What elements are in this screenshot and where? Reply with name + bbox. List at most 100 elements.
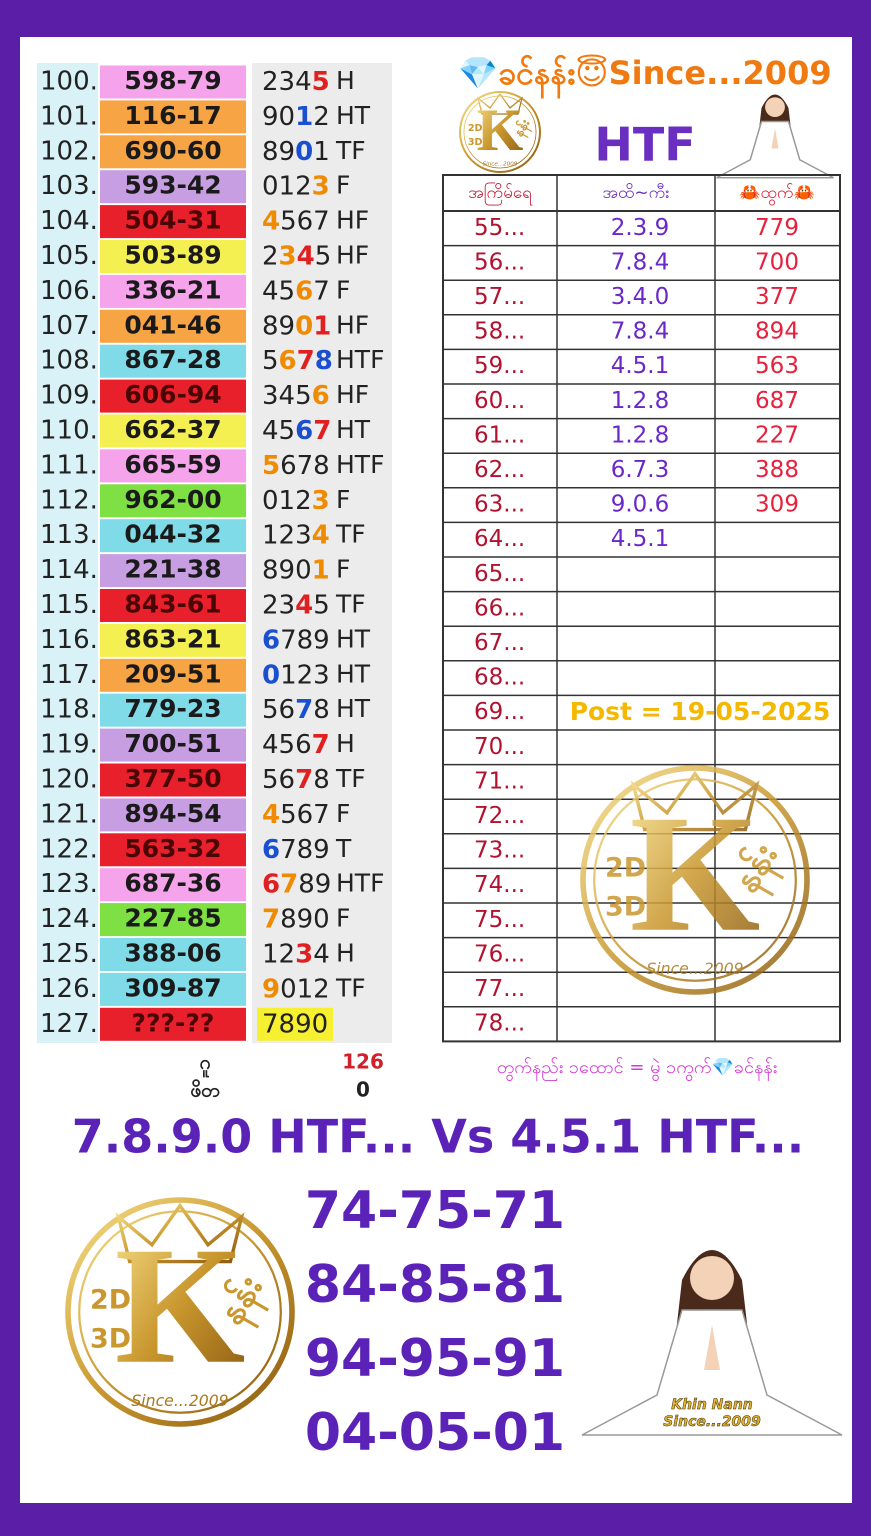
digit-group: 6 (262, 869, 280, 899)
row-index: 113. (40, 520, 98, 550)
table-cell: 1.2.8 (611, 388, 670, 414)
row-number: 388-06 (124, 939, 221, 968)
row-number: 041-46 (124, 310, 221, 339)
digit-group: 9 (262, 974, 280, 1004)
row-number: 779-23 (124, 694, 221, 723)
row-digits: 0123 (262, 171, 330, 201)
number-cell (100, 1007, 246, 1041)
table-cell: 62... (474, 457, 525, 483)
digit-group: 3 (295, 939, 313, 969)
row-index: 120. (40, 765, 98, 795)
digit-group: 56 (262, 765, 295, 795)
logo-letter: K (630, 781, 761, 967)
digit-group: 890 (280, 904, 330, 934)
number-cell (100, 763, 246, 797)
row-type: TF (335, 764, 366, 793)
row-digits: 8901 (262, 555, 330, 585)
digit-group: 1 (313, 136, 330, 166)
row-index: 101. (40, 101, 98, 131)
digit-group: 7 (295, 765, 313, 795)
row-type: H (336, 939, 355, 968)
table-cell: 377 (755, 284, 799, 310)
row-index: 123. (40, 869, 98, 899)
row-type: HF (336, 380, 369, 409)
number-cell (100, 240, 246, 273)
number-cell (100, 309, 246, 343)
row-index: 115. (40, 590, 98, 620)
row-type: TF (335, 520, 366, 549)
row-type: F (336, 799, 350, 828)
logo-ring (580, 765, 810, 995)
row-number: 962-00 (124, 485, 221, 514)
table-cell: 63... (474, 492, 525, 518)
digit-group: 5 (313, 590, 330, 620)
digit-group: 0 (295, 311, 313, 341)
row-index: 124. (40, 904, 98, 934)
figure (716, 94, 834, 179)
number-cell (100, 903, 246, 937)
row-type: HT (336, 659, 371, 688)
row-type: HT (336, 624, 371, 653)
digit-group: 567 (280, 799, 330, 829)
table-cell: 388 (755, 457, 799, 483)
summary-label: ဖိတ (190, 1078, 220, 1102)
table-cell: 78... (474, 1011, 525, 1037)
row-number: 377-50 (124, 764, 221, 793)
number-cell (100, 170, 246, 204)
number-cell (100, 519, 246, 553)
row-type: TF (335, 973, 366, 1002)
number-cell (100, 798, 246, 832)
digit-group: 7 (313, 276, 330, 306)
table-cell: 76... (474, 941, 525, 967)
prediction: 94-95-91 (305, 1329, 565, 1389)
row-number: 606-94 (124, 380, 221, 409)
row-index: 114. (40, 555, 98, 585)
digit-group: 3 (279, 241, 297, 271)
figure-head (690, 1256, 734, 1300)
digit-group: 4 (262, 206, 280, 236)
row-index: 102. (40, 136, 98, 166)
number-cell (100, 938, 246, 971)
number-cell (100, 135, 246, 169)
logo-3d: 3D (605, 892, 646, 923)
table-cell: 67... (474, 630, 525, 656)
digit-group: 90 (262, 101, 295, 131)
number-cell (100, 449, 246, 483)
digit-group: 123 (262, 520, 312, 550)
number-cell (100, 868, 246, 902)
digit-group: 8 (313, 695, 330, 725)
summary-label: ဂူ (200, 1052, 211, 1079)
table-cell: 779 (755, 215, 799, 241)
row-number: 593-42 (124, 171, 221, 200)
row-number: 863-21 (124, 624, 221, 653)
row-type: HF (336, 206, 369, 235)
digits-cell (257, 1007, 333, 1041)
logo-crown (630, 770, 760, 832)
table-cell: 7.8.4 (611, 319, 670, 345)
table-header: 🦀ထွက်🦀 (739, 183, 814, 206)
row-number: 563-32 (124, 834, 221, 863)
row-digits: 6789 (262, 625, 330, 655)
index-column (37, 63, 98, 1043)
logo-2d: 2D (468, 123, 483, 134)
table-cell: 57... (474, 284, 525, 310)
row-index: 117. (40, 660, 98, 690)
logo-ring-inner (593, 778, 797, 982)
table-cell: 60... (474, 388, 525, 414)
table-cell: 66... (474, 595, 525, 621)
digit-group: 6 (312, 381, 330, 411)
row-number: 700-51 (124, 729, 221, 758)
logo-ring (459, 91, 541, 173)
row-type: HT (336, 101, 371, 130)
digit-group: 012 (262, 485, 312, 515)
digit-group: 89 (262, 311, 295, 341)
headline: 7.8.9.0 HTF... Vs 4.5.1 HTF... (72, 1110, 804, 1164)
row-digits: 4567 (262, 206, 330, 236)
row-number: 227-85 (124, 904, 221, 933)
table-cell: 6.7.3 (611, 457, 670, 483)
row-index: 112. (40, 485, 98, 515)
row-number: 504-31 (124, 206, 221, 235)
row-number: 665-59 (124, 450, 221, 479)
